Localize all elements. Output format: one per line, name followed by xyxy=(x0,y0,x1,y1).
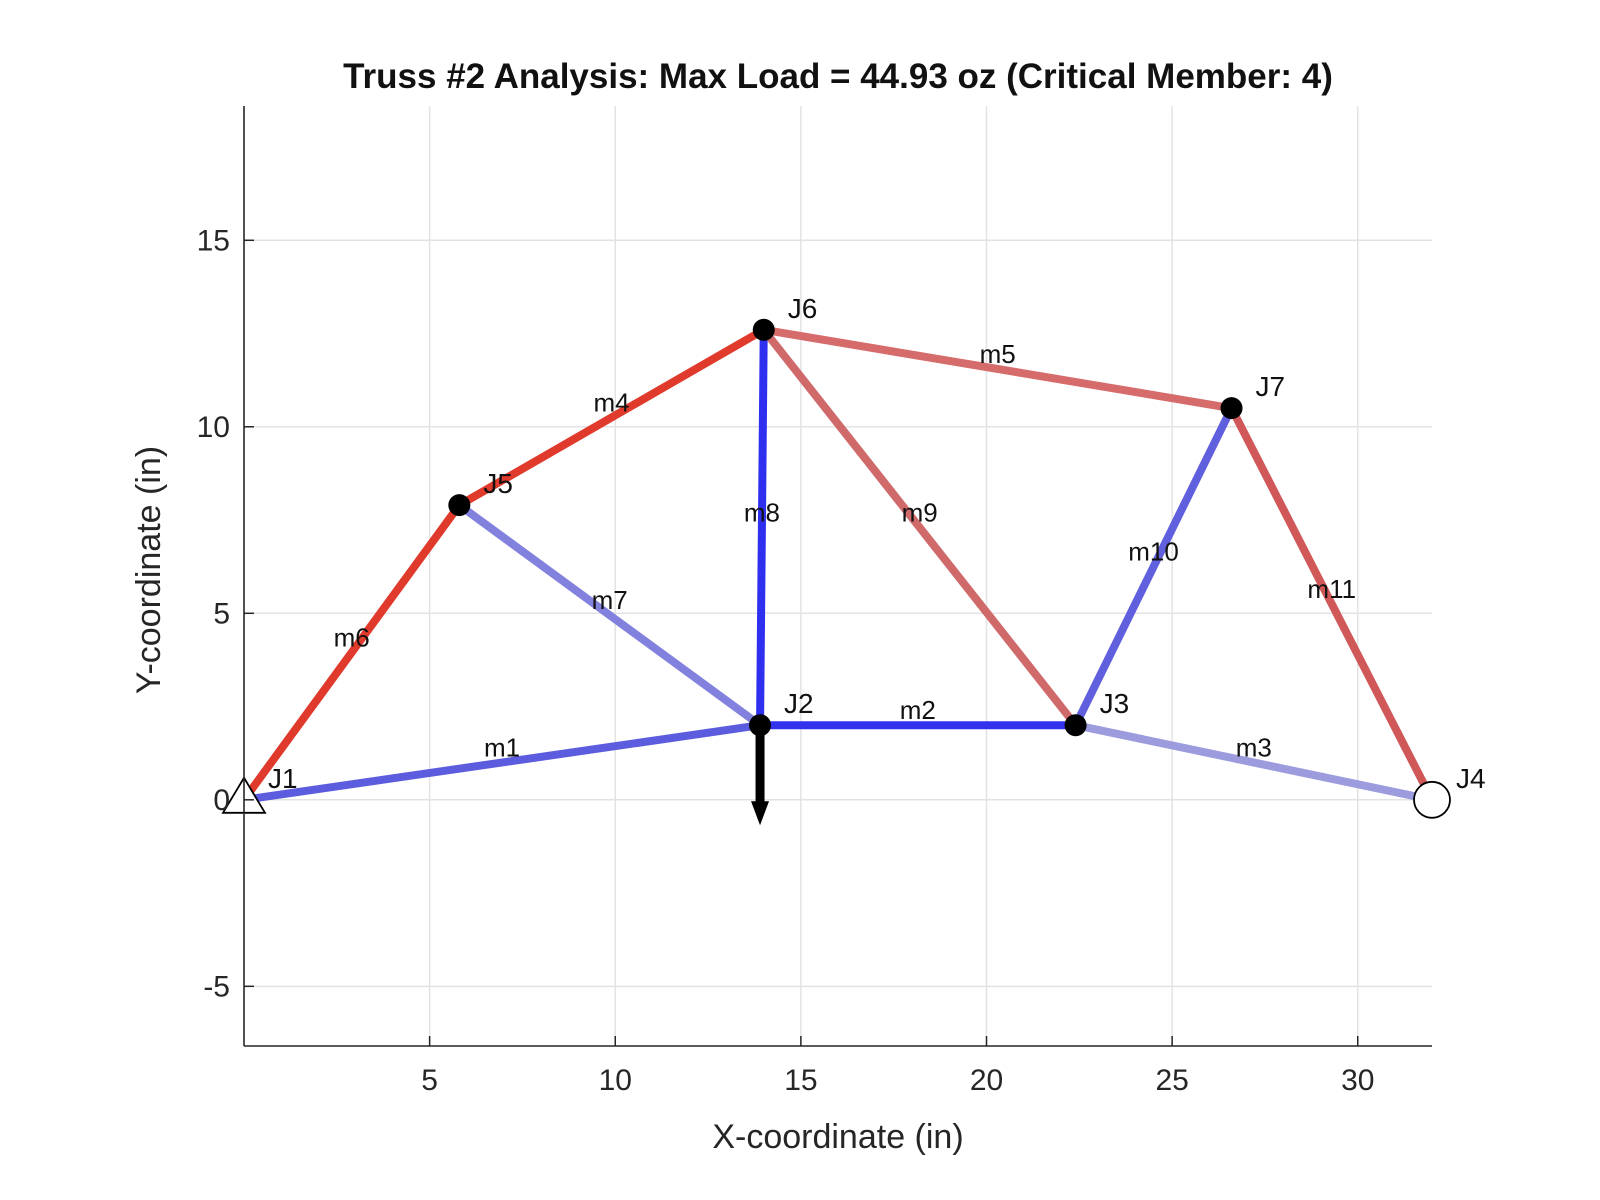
member-m4 xyxy=(455,325,768,510)
member-label-m8: m8 xyxy=(744,498,780,528)
joint-label-J4: J4 xyxy=(1456,763,1486,794)
member-m5 xyxy=(759,325,1236,413)
x-tick-label: 10 xyxy=(599,1064,632,1097)
member-label-m10: m10 xyxy=(1128,537,1179,567)
member-m10 xyxy=(1071,404,1236,730)
joint-J6 xyxy=(752,318,775,341)
members-layer xyxy=(240,325,1436,804)
joint-label-J3: J3 xyxy=(1100,688,1130,719)
joint-J2 xyxy=(749,714,772,737)
member-m8 xyxy=(756,325,768,730)
member-label-m4: m4 xyxy=(593,387,629,417)
x-tick-label: 15 xyxy=(784,1064,817,1097)
joint-labels: J1 J2 J3 J4 J5 J6 J7 xyxy=(268,293,1486,794)
member-label-m11: m11 xyxy=(1307,574,1356,604)
member-labels: m1 m2 m3 m4 m5 m6 m7 m8 m9 m10 m11 xyxy=(334,339,1356,763)
member-m11 xyxy=(1227,404,1436,804)
y-tick-label: 15 xyxy=(197,224,230,257)
member-m1 xyxy=(240,721,765,804)
joint-J3 xyxy=(1064,714,1087,737)
joint-label-J6: J6 xyxy=(788,293,818,324)
member-m7 xyxy=(455,501,765,730)
member-label-m1: m1 xyxy=(484,733,520,763)
member-label-m6: m6 xyxy=(334,622,370,652)
joint-J7 xyxy=(1220,397,1243,420)
x-tick-label: 5 xyxy=(421,1064,438,1097)
y-axis-label: Y-coordinate (in) xyxy=(130,446,168,694)
joint-label-J1: J1 xyxy=(268,763,298,794)
joint-label-J7: J7 xyxy=(1256,371,1286,402)
x-axis-label: X-coordinate (in) xyxy=(712,1118,963,1156)
member-label-m9: m9 xyxy=(902,498,938,528)
load-arrow-head xyxy=(751,801,770,826)
member-m6 xyxy=(240,501,464,804)
y-tick-label: 0 xyxy=(213,784,230,817)
grid-lines xyxy=(244,106,1432,1046)
y-tick-label: -5 xyxy=(203,970,230,1003)
member-m9 xyxy=(759,325,1080,730)
x-tick-label: 20 xyxy=(970,1064,1003,1097)
joint-label-J2: J2 xyxy=(784,688,814,719)
chart-title: Truss #2 Analysis: Max Load = 44.93 oz (… xyxy=(343,57,1333,96)
member-m3 xyxy=(1071,721,1436,804)
axes-frame xyxy=(243,106,1432,1047)
joint-J4-roller-support xyxy=(1413,780,1451,819)
tick-labels: 5 10 15 20 25 30 -5 0 5 10 15 xyxy=(197,224,1375,1097)
joint-J5 xyxy=(448,494,471,517)
y-tick-label: 10 xyxy=(197,411,230,444)
member-label-m3: m3 xyxy=(1236,733,1272,763)
member-label-m7: m7 xyxy=(592,585,628,615)
x-tick-label: 25 xyxy=(1155,1064,1188,1097)
member-label-m2: m2 xyxy=(900,695,936,725)
x-tick-label: 30 xyxy=(1341,1064,1374,1097)
y-tick-label: 5 xyxy=(213,597,230,630)
joint-label-J5: J5 xyxy=(483,468,513,499)
member-label-m5: m5 xyxy=(980,339,1016,369)
load-layer xyxy=(751,725,770,826)
